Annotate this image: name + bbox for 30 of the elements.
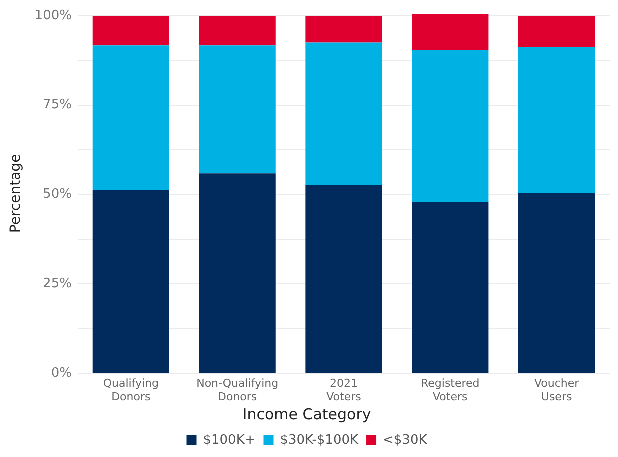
y-tick-label: 100% — [34, 8, 72, 24]
x-tick-label: Voucher Users — [534, 377, 580, 404]
legend-label: $30K-$100K — [280, 432, 359, 448]
bar — [92, 16, 170, 46]
y-tick-label: 25% — [43, 276, 72, 292]
bar — [306, 16, 382, 43]
bar — [199, 174, 276, 374]
x-tick-label: Registered Voters — [420, 377, 480, 404]
x-tick-label: Qualifying Donors — [103, 377, 160, 404]
x-tick-label: Non-Qualifying Donors — [196, 377, 279, 404]
y-tick-label: 50% — [43, 187, 72, 202]
bar — [306, 42, 382, 186]
y-axis-title: Percentage — [8, 154, 24, 234]
y-tick-label: 0% — [51, 366, 72, 381]
bar — [412, 14, 489, 50]
bar — [518, 192, 596, 374]
bar — [92, 46, 170, 190]
bar — [199, 16, 276, 46]
bar — [199, 46, 276, 174]
bar — [412, 50, 489, 202]
legend-label: $100K+ — [203, 432, 256, 448]
bar — [306, 185, 382, 374]
bar — [92, 190, 170, 374]
bar — [518, 16, 596, 48]
bar — [412, 202, 489, 374]
legend-label: <$30K — [383, 432, 428, 448]
legend-title: Income Category — [242, 405, 372, 424]
bar — [518, 47, 596, 193]
y-tick-label: 75% — [43, 98, 72, 113]
x-tick-label: 2021 Voters — [326, 377, 362, 404]
